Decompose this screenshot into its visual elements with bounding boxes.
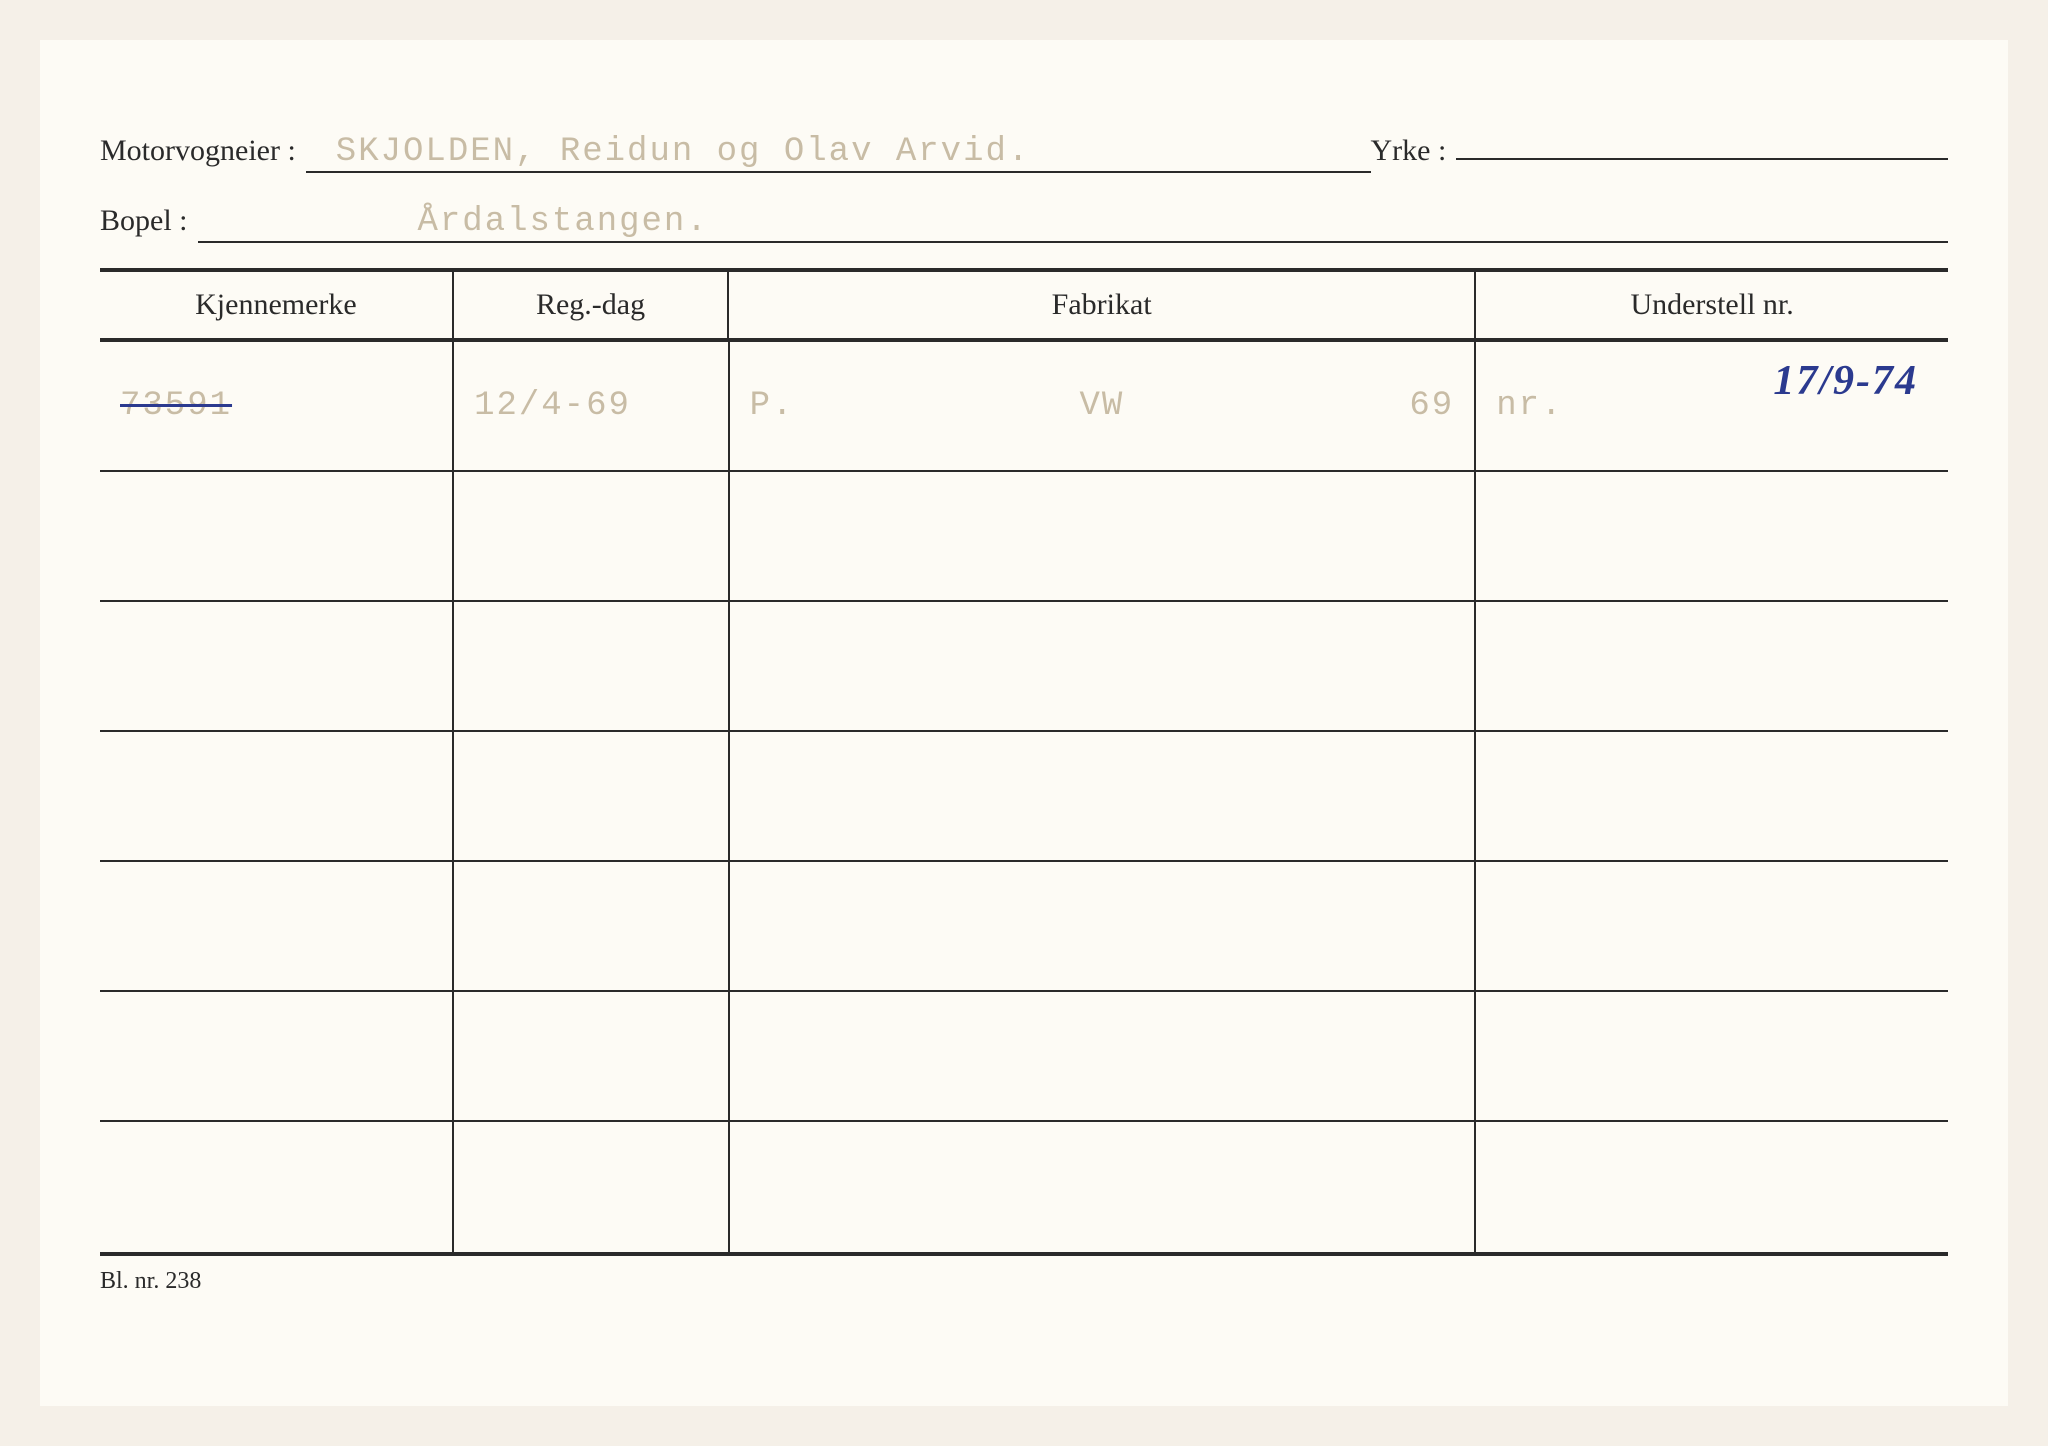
understell-typed: nr.: [1496, 387, 1563, 425]
cell-fabrikat: [730, 1122, 1477, 1252]
yrke-field: Yrke :: [1371, 120, 1949, 168]
cell-reg-dag: [454, 732, 730, 860]
cell-reg-dag: [454, 602, 730, 730]
fabrikat-left: P.: [750, 387, 795, 425]
cell-understell: [1476, 732, 1948, 860]
registration-card: Motorvogneier : SKJOLDEN, Reidun og Olav…: [40, 40, 2008, 1406]
col-header-fabrikat: Fabrikat: [729, 272, 1476, 338]
cell-reg-dag: [454, 992, 730, 1120]
col-header-kjennemerke: Kjennemerke: [100, 272, 454, 338]
cell-reg-dag: [454, 862, 730, 990]
table-row: [100, 1122, 1948, 1252]
cell-understell: [1476, 602, 1948, 730]
table-header: Kjennemerke Reg.-dag Fabrikat Understell…: [100, 272, 1948, 342]
cell-reg-dag: 12/4-69: [454, 342, 730, 470]
table-row: 73591 12/4-69 P. VW 69 nr. 17/9-74: [100, 342, 1948, 472]
kjennemerke-value: 73591: [120, 387, 232, 425]
cell-fabrikat: [730, 992, 1477, 1120]
cell-kjennemerke: [100, 472, 454, 600]
cell-fabrikat: [730, 732, 1477, 860]
col-header-understell: Understell nr.: [1476, 272, 1948, 338]
table-row: [100, 472, 1948, 602]
cell-fabrikat: P. VW 69: [730, 342, 1477, 470]
understell-content: nr. 17/9-74: [1496, 387, 1928, 425]
cell-fabrikat: [730, 602, 1477, 730]
cell-kjennemerke: 73591: [100, 342, 454, 470]
records-table: Kjennemerke Reg.-dag Fabrikat Understell…: [100, 268, 1948, 1256]
bopel-field: Bopel : Årdalstangen.: [100, 203, 1948, 243]
form-id: Bl. nr. 238: [100, 1268, 1948, 1295]
cell-fabrikat: [730, 472, 1477, 600]
fabrikat-mid: VW: [1080, 387, 1125, 425]
cell-understell: [1476, 1122, 1948, 1252]
table-row: [100, 992, 1948, 1122]
bopel-label: Bopel :: [100, 204, 198, 238]
cell-reg-dag: [454, 472, 730, 600]
cell-fabrikat: [730, 862, 1477, 990]
cell-understell: [1476, 992, 1948, 1120]
table-row: [100, 862, 1948, 992]
cell-understell: nr. 17/9-74: [1476, 342, 1948, 470]
understell-handwritten: 17/9-74: [1773, 357, 1918, 405]
table-row: [100, 602, 1948, 732]
fabrikat-right: 69: [1409, 387, 1454, 425]
cell-understell: [1476, 862, 1948, 990]
owner-field: Motorvogneier : SKJOLDEN, Reidun og Olav…: [100, 133, 1371, 173]
header-row-bopel: Bopel : Årdalstangen.: [100, 203, 1948, 243]
yrke-value: [1456, 120, 1948, 160]
cell-understell: [1476, 472, 1948, 600]
yrke-label: Yrke :: [1371, 134, 1457, 168]
cell-kjennemerke: [100, 732, 454, 860]
cell-reg-dag: [454, 1122, 730, 1252]
col-header-reg-dag: Reg.-dag: [454, 272, 729, 338]
cell-kjennemerke: [100, 862, 454, 990]
cell-kjennemerke: [100, 602, 454, 730]
table-row: [100, 732, 1948, 862]
header-row-owner-yrke: Motorvogneier : SKJOLDEN, Reidun og Olav…: [100, 120, 1948, 173]
cell-kjennemerke: [100, 992, 454, 1120]
bopel-value: Årdalstangen.: [198, 203, 1949, 243]
owner-label: Motorvogneier :: [100, 134, 306, 168]
fabrikat-content: P. VW 69: [750, 387, 1455, 425]
owner-value: SKJOLDEN, Reidun og Olav Arvid.: [306, 133, 1371, 173]
cell-kjennemerke: [100, 1122, 454, 1252]
